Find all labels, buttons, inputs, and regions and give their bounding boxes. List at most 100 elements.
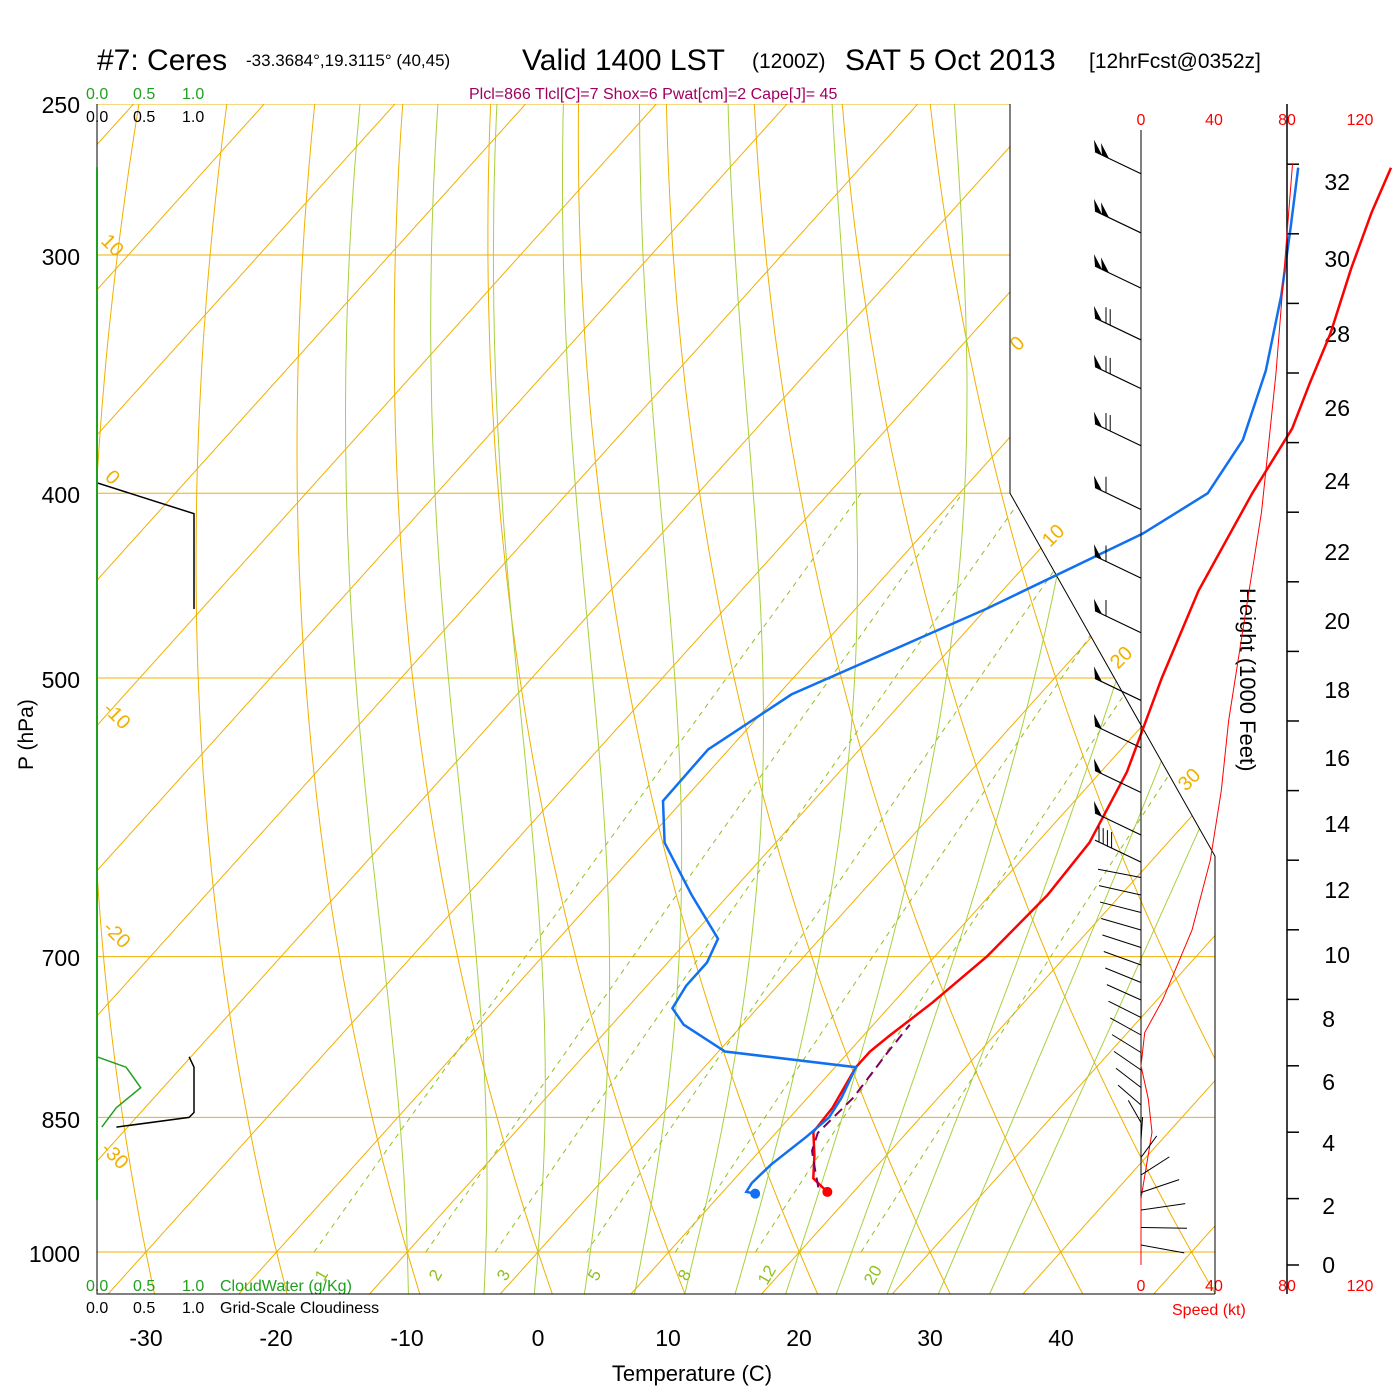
isotherm-label-10-left: 10: [96, 230, 127, 261]
low-wind-staff: [1140, 1244, 1185, 1254]
pressure-tick-700: 700: [42, 945, 80, 971]
dry-adiabat-line: [832, 104, 1215, 1294]
low-wind-staff: [1127, 1100, 1142, 1123]
mixing-ratio-labels: 1 2 3 5 8 12 20: [311, 1262, 886, 1288]
wind-barb-staff: [1094, 210, 1142, 234]
isotherm-label-10-right: 10: [1038, 520, 1069, 551]
station-title: #7: Ceres: [97, 44, 227, 77]
temp-tick-m30: -30: [129, 1325, 162, 1351]
wind-barb-flag: [1094, 666, 1102, 682]
isotherm-line: [694, 104, 1215, 1294]
isotherm-line: [956, 104, 1215, 1294]
cloudwater-line: [96, 1056, 142, 1128]
temp-tick-m20: -20: [259, 1325, 292, 1351]
speed-top-tick-0: 0: [1137, 112, 1146, 129]
isotherm-line: [97, 104, 431, 1294]
moist-adiabat-line: [760, 104, 968, 1294]
mixing-ratio-line: [674, 492, 1189, 1253]
surface-temperature-dot: [822, 1186, 833, 1197]
isotherm-line: [97, 104, 1085, 1294]
wind-barb-staff: [1094, 555, 1142, 579]
parcel-curve: [810, 1024, 911, 1188]
isotherm-label-m10: -10: [98, 698, 134, 734]
mixing-ratio-line: [313, 492, 862, 1253]
diagram-grid: [97, 0, 1400, 1368]
dry-adiabat-line: [195, 104, 308, 1294]
temp-tick-0: 0: [532, 1325, 545, 1351]
moist-adiabat-line: [492, 104, 546, 1294]
wind-barb: [1094, 305, 1142, 341]
height-tick-8: 8: [1322, 1006, 1335, 1032]
wind-barb-staff: [1094, 423, 1142, 447]
isotherm-line: [172, 104, 1215, 1294]
height-tick-30: 30: [1324, 246, 1350, 272]
wind-barb: [1094, 666, 1142, 701]
mixing-label-5: 5: [584, 1266, 605, 1284]
low-wind-staff: [1140, 1156, 1170, 1176]
low-wind-staff: [1113, 1050, 1142, 1071]
moist-adiabat-line: [618, 104, 683, 1294]
height-tick-24: 24: [1324, 468, 1350, 494]
mixing-ratio-line: [860, 492, 1215, 1253]
wind-barb: [1094, 544, 1142, 579]
plot-frame-right: [1009, 104, 1216, 1294]
isotherm-line: [433, 104, 1215, 1294]
cloudwater-top-tick-2: 1.0: [182, 86, 204, 103]
low-wind-staff: [1109, 1017, 1142, 1036]
wind-barb-flag: [1094, 254, 1102, 270]
cloudiness-bottom-tick-0: 0.0: [86, 1300, 108, 1317]
wind-barb-staff: [1094, 725, 1142, 749]
wind-barb: [1094, 800, 1142, 836]
wind-barb-flag: [1101, 143, 1109, 159]
isotherm-line: [97, 104, 693, 1294]
cloudwater-bottom-tick-1: 0.5: [133, 1278, 155, 1295]
isotherm-line: [302, 104, 1215, 1294]
isotherm-label-0-left: 0: [100, 466, 123, 489]
wind-barb: [1094, 354, 1142, 390]
dry-adiabat-line: [393, 104, 580, 1294]
low-wind-staff: [1140, 1203, 1186, 1211]
speed-top-tick-120: 120: [1347, 112, 1374, 129]
isotherm-label-20-right: 20: [1106, 642, 1137, 673]
wind-barb-flag: [1094, 713, 1102, 730]
wind-barb-flag: [1094, 354, 1102, 370]
wind-speed-profile: [1140, 164, 1293, 1265]
temp-tick-10: 10: [655, 1325, 681, 1351]
wind-barb-staff: [1094, 610, 1142, 634]
wind-barb: [1094, 758, 1142, 794]
cloudwater-label: CloudWater (g/Kg): [220, 1278, 352, 1295]
pressure-axis-label: P (hPa): [15, 699, 38, 770]
height-axis-label: Height (1000 Feet): [1235, 588, 1260, 771]
low-wind-staff: [1105, 967, 1142, 983]
wind-barb-flag: [1094, 411, 1102, 428]
isotherm-label-m20: -20: [98, 917, 134, 953]
wind-barb-flag: [1094, 544, 1102, 560]
wind-barb-staff: [1094, 812, 1142, 836]
dry-adiabat-line: [1245, 0, 1400, 1368]
temp-tick-m10: -10: [390, 1325, 423, 1351]
wind-barb-flag: [1094, 198, 1102, 215]
mixing-ratio-line: [755, 492, 1215, 1253]
cloudiness-lower-line: [116, 1056, 195, 1128]
temperature-tick-labels: -30 -20 -10 0 10 20 30 40: [129, 1325, 1073, 1351]
forecast-label: [12hrFcst@0352z]: [1089, 50, 1261, 73]
wind-barb-staff: [1094, 486, 1142, 511]
height-tick-labels: 0 2 4 6 8 10 12 14 16 18 20 22 24 26 28 …: [1322, 169, 1350, 1278]
low-wind-staff: [1108, 1000, 1142, 1018]
wind-barb: [1094, 254, 1142, 289]
height-tick-20: 20: [1324, 608, 1350, 634]
low-wind-staff: [1140, 1179, 1180, 1193]
cloudwater-bottom-tick-2: 1.0: [182, 1278, 204, 1295]
temperature-curve: [812, 167, 1393, 1193]
wind-barb-flag: [1094, 758, 1102, 774]
wind-barb: [1094, 198, 1142, 234]
zulu-time: (1200Z): [752, 50, 826, 73]
height-tick-0: 0: [1322, 1252, 1335, 1278]
wind-barb-staff: [1094, 366, 1142, 390]
wind-barb-flag: [1094, 305, 1102, 322]
dry-adiabat-line: [577, 104, 852, 1294]
speed-bottom-tick-120: 120: [1347, 1278, 1374, 1295]
wind-barb-flag: [1101, 257, 1109, 273]
low-wind-staff: [1101, 918, 1142, 931]
